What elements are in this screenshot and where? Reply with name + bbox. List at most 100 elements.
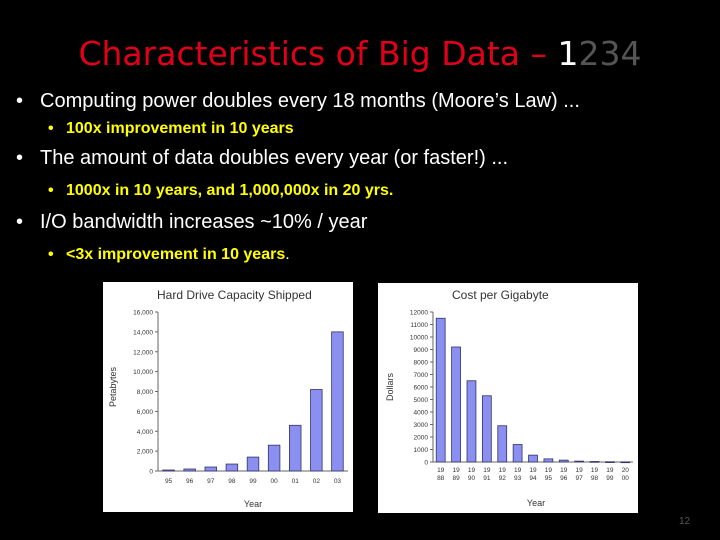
bar xyxy=(466,380,477,463)
x-tick-label: 01 xyxy=(292,478,300,485)
x-tick-label: 19 xyxy=(591,467,599,474)
x-tick-label: 19 xyxy=(483,467,491,474)
y-tick-label: 0 xyxy=(149,469,153,476)
page-number: 12 xyxy=(679,516,691,527)
x-axis-label: Year xyxy=(244,499,262,509)
bar xyxy=(512,444,523,463)
bullet-2-text: The amount of data doubles every year (o… xyxy=(40,147,509,169)
cost-per-gigabyte-chart-svg: Cost per Gigabyte Dollars 0 1000 2000 3000 400… xyxy=(385,288,633,508)
y-axis-label: Dollars xyxy=(385,373,395,402)
bar xyxy=(543,458,554,463)
x-tick-label: 19 xyxy=(437,467,445,474)
x-tick-label: 19 xyxy=(452,467,460,474)
x-tick-label: 99 xyxy=(606,475,614,482)
y-tick-label: 8,000 xyxy=(137,389,154,396)
bullet-glyph: • xyxy=(48,182,54,199)
x-tick-label: 19 xyxy=(606,467,614,474)
y-tick-label: 6,000 xyxy=(137,409,154,416)
x-tick-label: 19 xyxy=(468,467,476,474)
sub-bullet-1-text: 100x improvement in 10 years xyxy=(66,120,294,137)
bar xyxy=(558,459,569,463)
bullet-glyph: • xyxy=(16,90,24,112)
bar xyxy=(183,468,196,472)
y-tick-label: 10,000 xyxy=(133,369,153,376)
y-tick-label: 4000 xyxy=(414,410,429,417)
y-tick-label: 0 xyxy=(424,460,428,467)
bar xyxy=(451,346,461,463)
bar xyxy=(289,424,302,472)
bar xyxy=(497,425,508,463)
x-tick-label: 97 xyxy=(576,475,584,482)
x-tick-label: 93 xyxy=(514,475,522,482)
bar xyxy=(589,461,600,463)
bullet-glyph: • xyxy=(48,246,54,263)
bar xyxy=(481,395,492,463)
x-tick-label: 95 xyxy=(165,478,173,485)
x-tick-label: 94 xyxy=(529,475,537,482)
y-tick-label: 7000 xyxy=(414,372,429,379)
x-axis-label: Year xyxy=(527,498,545,508)
y-tick-label: 12,000 xyxy=(133,349,153,356)
bullet-2: • The amount of data doubles every year (… xyxy=(16,147,508,170)
bullet-glyph: • xyxy=(16,211,24,233)
x-tick-label: 19 xyxy=(545,467,553,474)
hard-drive-capacity-chart-svg: Hard Drive Capacity Shipped Petabytes 0 2,0… xyxy=(108,288,348,509)
sub-bullet-1: • 100x improvement in 10 years xyxy=(48,120,294,138)
bar xyxy=(204,466,217,472)
chart-title: Cost per Gigabyte xyxy=(452,288,549,302)
x-tick-label: 02 xyxy=(313,478,321,485)
x-tick-label: 00 xyxy=(622,475,630,482)
x-tick-label: 19 xyxy=(499,467,507,474)
bar xyxy=(574,460,585,463)
y-tick-label: 11000 xyxy=(410,322,428,329)
slide-title: Characteristics of Big Data – 1234 xyxy=(0,34,720,73)
x-tick-label: 89 xyxy=(452,475,460,482)
bullet-1-text: Computing power doubles every 18 months … xyxy=(40,90,580,112)
x-tick-label: 19 xyxy=(514,467,522,474)
chart-title: Hard Drive Capacity Shipped xyxy=(157,288,312,302)
bar xyxy=(267,444,281,472)
y-tick-label: 3000 xyxy=(414,422,429,429)
x-tick-label: 98 xyxy=(591,475,599,482)
y-tick-label: 12000 xyxy=(410,310,428,317)
y-tick-label: 2,000 xyxy=(137,449,154,456)
bullet-3: • I/O bandwidth increases ~10% / year xyxy=(16,211,367,234)
bullet-3-text: I/O bandwidth increases ~10% / year xyxy=(40,211,368,233)
x-tick-label: 99 xyxy=(249,478,257,485)
x-tick-label: 91 xyxy=(483,475,491,482)
bar xyxy=(620,461,631,464)
x-tick-label: 19 xyxy=(576,467,584,474)
y-tick-label: 5000 xyxy=(414,397,429,404)
x-tick-label: 90 xyxy=(468,475,476,482)
x-tick-label: 19 xyxy=(560,467,568,474)
x-tick-label: 96 xyxy=(560,475,568,482)
y-tick-label: 16,000 xyxy=(133,310,153,317)
sub-bullet-3-tail: . xyxy=(285,246,290,263)
bar xyxy=(246,456,260,472)
sub-bullet-2-text: 1000x in 10 years, and 1,000,000x in 20 … xyxy=(66,182,394,199)
x-tick-label: 88 xyxy=(437,475,445,482)
sub-bullet-3-text: <3x improvement in 10 years xyxy=(66,246,286,263)
cost-per-gigabyte-chart: Cost per Gigabyte Dollars 0 1000 2000 3000 400… xyxy=(378,283,638,513)
y-tick-label: 1000 xyxy=(414,447,429,454)
sub-bullet-2: • 1000x in 10 years, and 1,000,000x in 20… xyxy=(48,182,393,200)
x-tick-label: 00 xyxy=(270,478,278,485)
x-tick-label: 03 xyxy=(334,478,342,485)
x-tick-label: 20 xyxy=(622,467,630,474)
title-number-highlight: 1 xyxy=(557,34,579,73)
y-axis-label: Petabytes xyxy=(108,366,118,407)
x-tick-label: 98 xyxy=(228,478,236,485)
bar xyxy=(162,469,175,472)
sub-bullet-3: • <3x improvement in 10 years. xyxy=(48,246,290,264)
x-tick-label: 19 xyxy=(529,467,537,474)
bar xyxy=(605,461,615,463)
y-tick-label: 10000 xyxy=(410,335,428,342)
x-tick-label: 92 xyxy=(499,475,507,482)
bullet-glyph: • xyxy=(16,147,24,169)
y-tick-label: 8000 xyxy=(414,360,429,367)
y-tick-label: 9000 xyxy=(414,347,429,354)
bullet-glyph: • xyxy=(48,120,54,137)
bar xyxy=(310,389,323,472)
bar xyxy=(331,331,344,472)
y-tick-label: 14,000 xyxy=(133,329,153,336)
